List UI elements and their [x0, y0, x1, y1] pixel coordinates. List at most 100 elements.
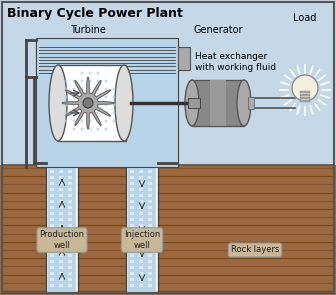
Bar: [139, 260, 143, 263]
Circle shape: [104, 127, 108, 130]
Bar: [68, 254, 72, 257]
Bar: [50, 182, 54, 185]
Circle shape: [81, 79, 84, 83]
Bar: [148, 278, 152, 281]
Bar: [59, 260, 63, 263]
Circle shape: [81, 127, 84, 130]
Bar: [59, 284, 63, 287]
Bar: [50, 170, 54, 173]
Bar: [50, 176, 54, 179]
Bar: [59, 236, 63, 239]
Bar: [68, 284, 72, 287]
Bar: [68, 200, 72, 203]
Bar: [59, 230, 63, 233]
Bar: [126, 163, 158, 292]
Bar: [50, 254, 54, 257]
Bar: [139, 278, 143, 281]
Circle shape: [65, 112, 68, 114]
Bar: [59, 170, 63, 173]
Circle shape: [113, 112, 116, 114]
Circle shape: [88, 88, 91, 91]
Bar: [130, 224, 134, 227]
Bar: [148, 224, 152, 227]
Circle shape: [96, 96, 99, 99]
Circle shape: [113, 88, 116, 91]
Bar: [68, 188, 72, 191]
Circle shape: [104, 104, 108, 106]
Bar: [139, 230, 143, 233]
Ellipse shape: [49, 65, 67, 141]
Bar: [68, 278, 72, 281]
Circle shape: [113, 119, 116, 122]
Bar: [50, 242, 54, 245]
Bar: [139, 254, 143, 257]
Circle shape: [81, 112, 84, 114]
Circle shape: [65, 88, 68, 91]
Bar: [148, 260, 152, 263]
Bar: [130, 278, 134, 281]
Bar: [68, 218, 72, 221]
Bar: [50, 248, 54, 251]
Bar: [300, 97, 310, 99]
Bar: [130, 236, 134, 239]
Bar: [68, 248, 72, 251]
Bar: [300, 94, 310, 96]
Bar: [178, 47, 190, 70]
Bar: [248, 97, 254, 109]
Bar: [59, 218, 63, 221]
Circle shape: [104, 112, 108, 114]
Text: Turbine: Turbine: [70, 25, 106, 35]
Circle shape: [83, 98, 93, 108]
Bar: [139, 170, 143, 173]
Circle shape: [96, 112, 99, 114]
Bar: [50, 266, 54, 269]
Bar: [68, 266, 72, 269]
Circle shape: [96, 127, 99, 130]
Bar: [300, 91, 310, 93]
Bar: [68, 176, 72, 179]
Bar: [59, 200, 63, 203]
Bar: [128, 163, 156, 292]
Bar: [0, 0, 336, 165]
Circle shape: [65, 104, 68, 106]
Bar: [130, 242, 134, 245]
Circle shape: [81, 71, 84, 75]
Bar: [59, 182, 63, 185]
Bar: [130, 260, 134, 263]
Bar: [139, 218, 143, 221]
Circle shape: [81, 119, 84, 122]
Bar: [59, 248, 63, 251]
Text: Injection
well: Injection well: [124, 230, 160, 250]
Bar: [210, 80, 226, 126]
Bar: [130, 194, 134, 197]
Text: Heat exchanger
with working fluid: Heat exchanger with working fluid: [195, 52, 276, 72]
Circle shape: [104, 119, 108, 122]
Bar: [59, 212, 63, 215]
Circle shape: [292, 75, 318, 101]
Bar: [48, 163, 76, 292]
Bar: [139, 200, 143, 203]
Bar: [148, 170, 152, 173]
Bar: [50, 194, 54, 197]
Bar: [59, 224, 63, 227]
Bar: [50, 224, 54, 227]
Text: Generator: Generator: [193, 25, 243, 35]
Text: Production
well: Production well: [40, 230, 84, 250]
Circle shape: [88, 119, 91, 122]
Circle shape: [88, 112, 91, 114]
Bar: [139, 194, 143, 197]
Bar: [148, 266, 152, 269]
Circle shape: [96, 119, 99, 122]
Bar: [50, 206, 54, 209]
Circle shape: [73, 104, 76, 106]
Circle shape: [88, 127, 91, 130]
Bar: [130, 170, 134, 173]
Circle shape: [96, 104, 99, 106]
Bar: [148, 200, 152, 203]
Bar: [68, 194, 72, 197]
Bar: [148, 230, 152, 233]
Bar: [50, 188, 54, 191]
Bar: [68, 242, 72, 245]
Bar: [50, 200, 54, 203]
Bar: [130, 188, 134, 191]
